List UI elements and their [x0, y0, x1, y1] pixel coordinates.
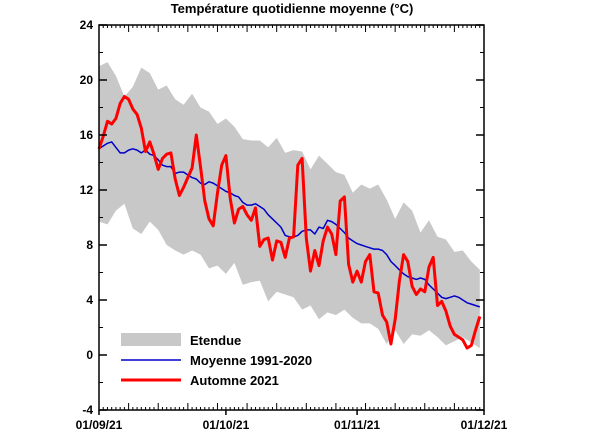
x-tick-label: 01/10/21 [203, 418, 250, 432]
x-tick-label: 01/12/21 [461, 418, 508, 432]
plot-area [97, 62, 482, 350]
axes: -4 0 4 8 12 16 20 24 01/09/21 01/10/21 01/11/21 01/… [76, 18, 508, 432]
legend-label-etendue: Etendue [190, 333, 241, 348]
y-tick-label: -4 [82, 403, 93, 417]
legend-swatch-etendue [121, 333, 181, 346]
series-etendue-band [99, 62, 480, 349]
series-automne-line [97, 95, 482, 350]
y-tick-label: 12 [80, 183, 94, 197]
legend-label-moyenne: Moyenne 1991-2020 [190, 353, 312, 368]
y-tick-label: 8 [86, 238, 93, 252]
y-tick-label: 4 [86, 293, 93, 307]
y-tick-label: 0 [86, 348, 93, 362]
x-tick-label: 01/09/21 [76, 418, 123, 432]
y-tick-label: 16 [80, 128, 94, 142]
chart-title: Température quotidienne moyenne (°C) [171, 1, 414, 16]
legend: Etendue Moyenne 1991-2020 Automne 2021 [121, 333, 312, 388]
legend-label-automne: Automne 2021 [190, 373, 279, 388]
y-tick-label: 24 [80, 18, 94, 32]
y-tick-label: 20 [80, 73, 94, 87]
x-tick-label: 01/11/21 [334, 418, 380, 432]
